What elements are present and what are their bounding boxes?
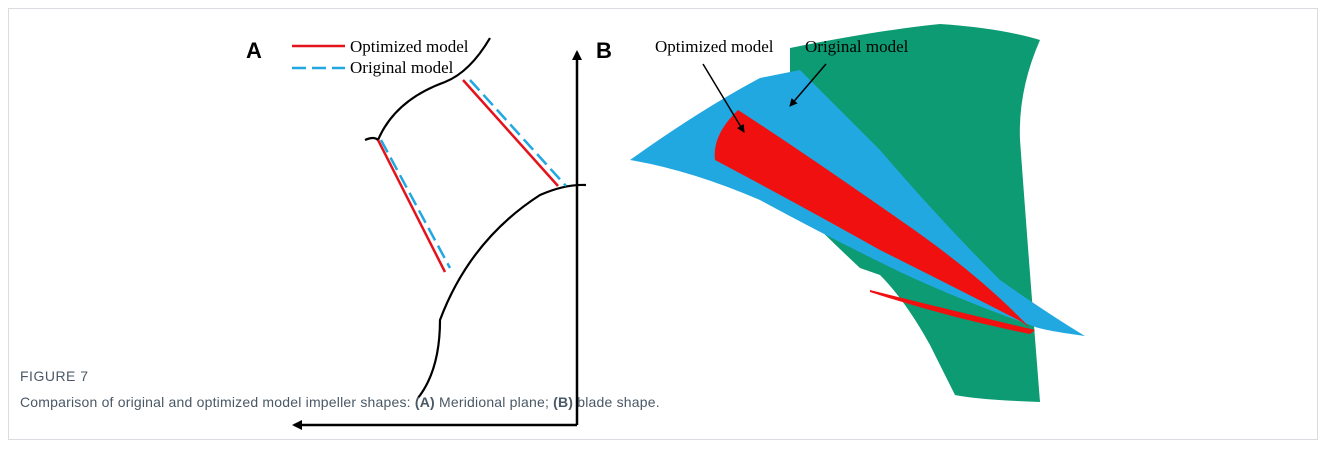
legend-label: Original model [350,58,454,77]
figure: A Optimized model Original model B Optim… [0,0,1328,450]
annotation: Original model [805,37,909,56]
panel-label: B [596,38,612,63]
caption-ref: (B) [553,394,573,410]
caption-text: Meridional plane; [435,394,553,410]
original-edge [381,140,450,268]
annotation: Optimized model [655,37,774,56]
optimized-edge [463,80,558,186]
caption-text: Comparison of original and optimized mod… [20,394,415,410]
optimized-edge [378,140,445,272]
caption-ref: (A) [415,394,435,410]
legend-label: Optimized model [350,37,469,56]
page: A Optimized model Original model B Optim… [0,0,1328,450]
figure-label: FIGURE 7 [20,368,89,384]
original-edge [470,80,566,186]
caption-text: blade shape. [573,394,660,410]
panel-label: A [246,38,262,63]
hub-curve [418,185,586,398]
caption: Comparison of original and optimized mod… [20,394,660,410]
